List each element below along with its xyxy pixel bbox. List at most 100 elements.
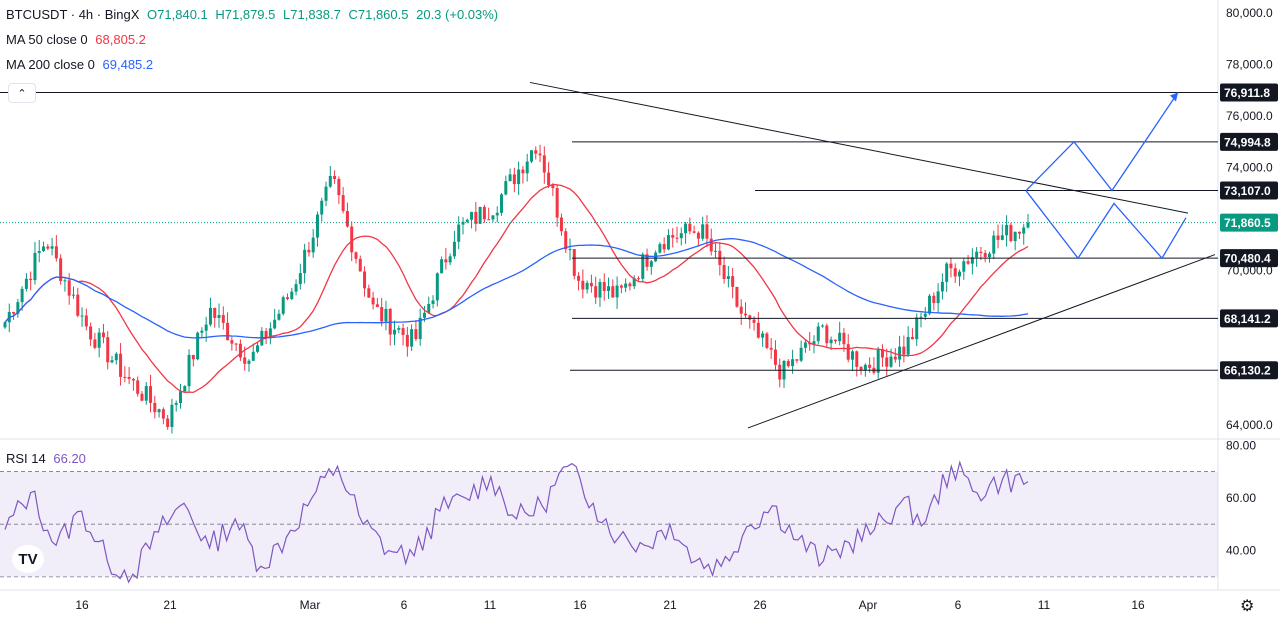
- candle-body: [945, 263, 949, 282]
- candle-body: [42, 246, 46, 251]
- price-tick-label: 64,000.0: [1226, 418, 1273, 432]
- candle-body: [76, 294, 80, 316]
- candle-body: [675, 237, 679, 239]
- candle-body: [3, 322, 7, 328]
- time-tick-label: Mar: [300, 598, 321, 612]
- candle-body: [290, 291, 294, 299]
- level-tag-label: 70,480.4: [1224, 252, 1271, 266]
- candle-body: [855, 351, 859, 367]
- candle-body: [966, 261, 970, 264]
- candle-body: [735, 286, 739, 307]
- candle-body: [217, 315, 221, 318]
- candle-body: [748, 315, 752, 320]
- candle-body: [743, 313, 747, 316]
- candle-body: [303, 249, 307, 274]
- candle-body: [825, 325, 829, 344]
- tradingview-logo: TV: [12, 545, 44, 573]
- candle-body: [67, 280, 71, 296]
- candle-body: [268, 328, 272, 339]
- candle-body: [756, 322, 760, 338]
- collapse-legend-button[interactable]: ⌃: [8, 83, 36, 103]
- candle-body: [183, 386, 187, 392]
- candle-body: [692, 231, 696, 233]
- candle-body: [33, 252, 37, 281]
- candle-body: [367, 288, 371, 298]
- candles: [3, 144, 1030, 434]
- candle-body: [662, 244, 666, 250]
- candle-body: [397, 328, 401, 330]
- candle-body: [281, 297, 285, 314]
- high-value: H71,879.5: [215, 7, 276, 22]
- candle-body: [962, 261, 966, 272]
- candle-body: [273, 319, 277, 329]
- candle-body: [983, 252, 987, 258]
- candle-body: [684, 223, 688, 234]
- candle-body: [448, 256, 452, 263]
- candle-body: [491, 215, 495, 220]
- candle-body: [709, 238, 713, 252]
- candle-body: [226, 322, 230, 341]
- ma200-legend[interactable]: MA 200 close 0 69,485.2: [6, 57, 157, 72]
- candle-body: [512, 174, 516, 185]
- level-tag: [1220, 83, 1278, 102]
- candle-body: [666, 235, 670, 250]
- candle-body: [958, 271, 962, 277]
- candle-body: [286, 297, 290, 299]
- candle-body: [773, 349, 777, 365]
- candle-body: [701, 224, 705, 239]
- candle-body: [1009, 224, 1013, 242]
- candle-body: [812, 341, 816, 345]
- candle-body: [1013, 231, 1017, 242]
- rsi-legend[interactable]: RSI 14 66.20: [6, 451, 90, 466]
- candle-body: [970, 257, 974, 264]
- candle-body: [795, 359, 799, 361]
- candle-body: [816, 326, 820, 342]
- close-value: C71,860.5: [348, 7, 409, 22]
- symbol-title[interactable]: BTCUSDT · 4h · BingX: [6, 7, 140, 22]
- ma50-legend[interactable]: MA 50 close 0 68,805.2: [6, 32, 150, 47]
- candle-body: [393, 329, 397, 335]
- candle-body: [803, 342, 807, 348]
- candle-body: [208, 307, 212, 325]
- candle-body: [277, 313, 281, 320]
- candle-body: [932, 295, 936, 304]
- candle-body: [547, 172, 551, 186]
- candle-body: [953, 268, 957, 277]
- candle-body: [59, 258, 63, 281]
- candle-body: [705, 224, 709, 239]
- candle-body: [114, 353, 118, 361]
- candle-body: [521, 169, 525, 174]
- rsi-tick-label: 40.00: [1226, 544, 1256, 558]
- candle-body: [679, 233, 683, 239]
- candle-body: [363, 271, 367, 289]
- candle-body: [487, 219, 491, 221]
- candle-body: [440, 259, 444, 274]
- candle-body: [136, 380, 140, 394]
- candle-body: [37, 250, 41, 253]
- candle-body: [940, 281, 944, 292]
- candle-body: [688, 223, 692, 232]
- candle-body: [123, 376, 127, 378]
- candle-body: [380, 307, 384, 322]
- candle-body: [470, 211, 474, 220]
- candle-body: [564, 231, 568, 250]
- candle-body: [1026, 222, 1030, 228]
- upper-trendline: [529, 81, 1189, 214]
- candle-body: [16, 302, 20, 314]
- candle-body: [624, 283, 628, 288]
- time-tick-label: 16: [573, 598, 587, 612]
- candle-body: [414, 329, 418, 340]
- candle-body: [427, 303, 431, 313]
- candle-body: [936, 291, 940, 304]
- ma50-label: MA 50 close 0: [6, 32, 88, 47]
- candle-body: [153, 402, 157, 413]
- time-tick-label: 21: [663, 598, 677, 612]
- candle-body: [247, 360, 251, 364]
- gear-icon[interactable]: ⚙: [1240, 598, 1255, 615]
- candle-body: [500, 194, 504, 213]
- candle-body: [696, 232, 700, 239]
- candle-body: [213, 307, 217, 318]
- rsi-value: 66.20: [53, 451, 86, 466]
